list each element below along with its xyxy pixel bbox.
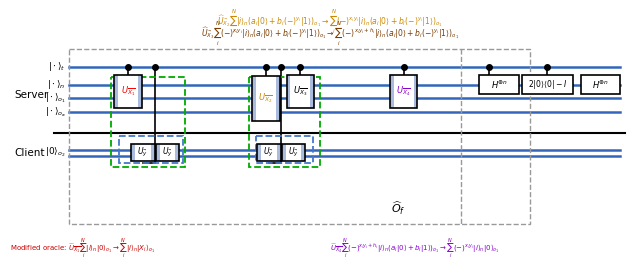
Text: $\widehat{O}_f$: $\widehat{O}_f$ xyxy=(392,200,406,217)
FancyBboxPatch shape xyxy=(156,144,159,161)
FancyBboxPatch shape xyxy=(276,76,280,121)
FancyBboxPatch shape xyxy=(390,75,394,108)
FancyBboxPatch shape xyxy=(282,144,285,161)
FancyBboxPatch shape xyxy=(276,144,280,161)
Text: $\widehat{U}_{\overline{X_4}}\sum_i^N(-)^{x_iy_i+h_i}|i\rangle_n(a_i|0\rangle + : $\widehat{U}_{\overline{X_4}}\sum_i^N(-)… xyxy=(330,236,499,260)
Text: $\widehat{U}_{\vec{X}_2}\sum_i^N|i\rangle_n(a_i|0\rangle + b_i(-)^{y_i}|1\rangle: $\widehat{U}_{\vec{X}_2}\sum_i^N|i\rangl… xyxy=(217,7,443,36)
Text: $2|0\rangle\langle 0|-I$: $2|0\rangle\langle 0|-I$ xyxy=(528,78,567,91)
FancyBboxPatch shape xyxy=(390,75,417,108)
FancyBboxPatch shape xyxy=(282,144,305,161)
FancyBboxPatch shape xyxy=(257,144,261,161)
FancyBboxPatch shape xyxy=(257,144,280,161)
Text: $|\cdot\rangle_n$: $|\cdot\rangle_n$ xyxy=(47,78,66,91)
FancyBboxPatch shape xyxy=(175,144,179,161)
FancyBboxPatch shape xyxy=(522,75,573,95)
Text: $U_{\overline{X_2}}$: $U_{\overline{X_2}}$ xyxy=(259,92,273,105)
Text: $|\cdot\rangle_t$: $|\cdot\rangle_t$ xyxy=(49,61,66,73)
FancyBboxPatch shape xyxy=(131,144,135,161)
FancyBboxPatch shape xyxy=(115,75,142,108)
FancyBboxPatch shape xyxy=(413,75,417,108)
Text: Client: Client xyxy=(15,148,45,157)
Text: $|0\rangle_{o_2}$: $|0\rangle_{o_2}$ xyxy=(45,146,66,159)
FancyBboxPatch shape xyxy=(310,75,314,108)
Text: $\widehat{U}_{\vec{X}_3}\sum_i^N(-)^{x_iy_i}|i\rangle_n(a_i|0\rangle + b_i(-)^{y: $\widehat{U}_{\vec{X}_3}\sum_i^N(-)^{x_i… xyxy=(201,20,459,48)
Text: $|\cdot\rangle_{o_1}$: $|\cdot\rangle_{o_1}$ xyxy=(45,92,66,105)
FancyBboxPatch shape xyxy=(479,75,519,95)
Text: Modified oracle: $\widehat{U}_{\overline{X_1}}\sum_i^N|i\rangle_n|0\rangle_{o_1}: Modified oracle: $\widehat{U}_{\overline… xyxy=(10,236,155,260)
FancyBboxPatch shape xyxy=(287,75,314,108)
Text: $U_{\vec{y}}$: $U_{\vec{y}}$ xyxy=(162,146,173,159)
FancyBboxPatch shape xyxy=(252,76,280,121)
Text: $H^{\otimes n}$: $H^{\otimes n}$ xyxy=(592,79,609,91)
FancyBboxPatch shape xyxy=(301,144,305,161)
Text: $U_{\vec{y}}$: $U_{\vec{y}}$ xyxy=(264,146,274,159)
Text: $H^{\otimes n}$: $H^{\otimes n}$ xyxy=(490,79,508,91)
Text: Server: Server xyxy=(15,90,49,101)
Text: $U_{\vec{y}}$: $U_{\vec{y}}$ xyxy=(138,146,148,159)
Text: $U_{\overline{X_3}}$: $U_{\overline{X_3}}$ xyxy=(293,85,308,98)
FancyBboxPatch shape xyxy=(287,75,291,108)
FancyBboxPatch shape xyxy=(138,75,142,108)
FancyBboxPatch shape xyxy=(156,144,179,161)
FancyBboxPatch shape xyxy=(252,76,256,121)
FancyBboxPatch shape xyxy=(150,144,155,161)
Text: $U_{\overline{X_4}}$: $U_{\overline{X_4}}$ xyxy=(396,85,411,98)
FancyBboxPatch shape xyxy=(131,144,155,161)
Text: $U_{\overline{X_1}}$: $U_{\overline{X_1}}$ xyxy=(120,85,136,98)
FancyBboxPatch shape xyxy=(115,75,118,108)
Text: $U_{\vec{y}}$: $U_{\vec{y}}$ xyxy=(288,146,299,159)
Text: $|\cdot\rangle_{o_a}$: $|\cdot\rangle_{o_a}$ xyxy=(45,105,66,119)
FancyBboxPatch shape xyxy=(581,75,620,95)
